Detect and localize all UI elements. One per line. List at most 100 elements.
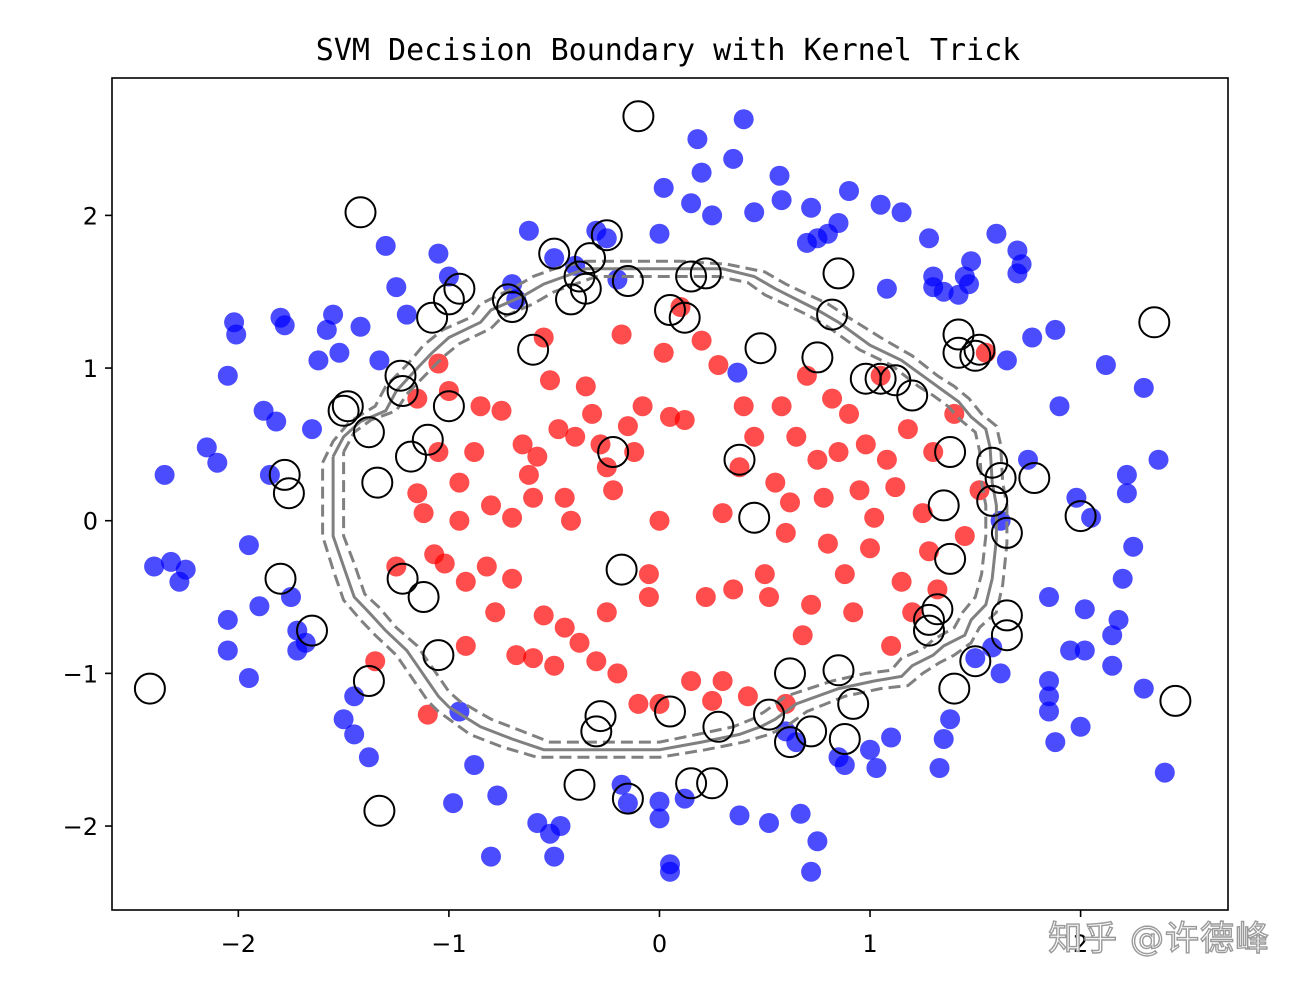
inner-class-point (617, 416, 638, 437)
inner-class-point (491, 400, 512, 421)
outer-class-point (617, 793, 638, 814)
outer-class-point (940, 709, 961, 730)
inner-class-point (712, 503, 733, 524)
support-vector-ring (384, 359, 417, 392)
outer-class-point (1045, 732, 1066, 753)
outer-class-point (344, 724, 365, 745)
inner-class-point (712, 671, 733, 691)
outer-class-point (175, 559, 196, 580)
outer-class-point (828, 213, 849, 233)
inner-class-point (792, 625, 813, 646)
support-vector-ring (942, 336, 975, 369)
inner-class-point (596, 602, 617, 623)
inner-class-point (733, 396, 754, 417)
inner-class-point (801, 594, 822, 615)
support-vector-ring (990, 516, 1023, 549)
support-vector-ring (563, 768, 596, 801)
outer-class-point (481, 846, 501, 867)
x-tick-label: −2 (221, 930, 256, 958)
support-vector-ring (407, 581, 440, 613)
outer-class-point (919, 228, 939, 249)
support-vector-ring (976, 446, 1009, 479)
support-vector-ring (927, 489, 960, 522)
support-vector-ring (386, 375, 419, 407)
outer-class-point (881, 727, 902, 748)
support-vector-ring (837, 687, 870, 720)
support-vector-ring (386, 562, 419, 595)
inner-class-point (843, 602, 864, 623)
inner-class-point (885, 477, 906, 498)
outer-class-point (1148, 449, 1169, 470)
support-vector-ring (590, 219, 623, 252)
outer-class-point (1074, 599, 1095, 620)
outer-class-point (207, 452, 228, 473)
outer-class-point (1154, 762, 1175, 783)
outer-class-point (1102, 655, 1123, 676)
outer-class-point (333, 709, 354, 730)
inner-class-point (548, 419, 569, 440)
inner-class-point (407, 483, 428, 504)
outer-class-point (1039, 701, 1059, 722)
outer-class-point (1039, 686, 1059, 707)
outer-class-point (1081, 507, 1102, 528)
support-vector-ring (416, 301, 449, 334)
inner-class-point (554, 617, 575, 638)
support-vector-ring (654, 695, 686, 728)
inner-class-point (523, 487, 544, 508)
inner-class-point (855, 434, 876, 455)
outer-class-point (550, 816, 571, 836)
outer-class-point (866, 758, 887, 778)
inner-class-point (575, 376, 596, 397)
outer-class-point (759, 813, 779, 833)
support-vector-ring (938, 672, 971, 705)
inner-class-point (860, 538, 880, 559)
support-vector-ring (934, 436, 967, 468)
support-vector-ring (828, 723, 861, 755)
inner-class-point (681, 671, 702, 691)
outer-class-point (217, 365, 238, 386)
inner-class-point (969, 480, 990, 501)
support-vector-ring (990, 619, 1023, 652)
outer-class-point (358, 747, 379, 768)
outer-class-point (226, 324, 247, 345)
outer-class-point (375, 235, 396, 256)
outer-class-point (996, 350, 1017, 371)
support-vector-ring (1138, 306, 1171, 339)
inner-class-point (506, 645, 527, 666)
support-vector-ring (976, 484, 1009, 517)
support-vector-ring (675, 260, 708, 293)
support-vector-ring (822, 257, 855, 290)
inner-class-point (638, 564, 659, 585)
outer-class-point (723, 148, 744, 169)
inner-class-point (754, 564, 775, 585)
support-vector-ring (654, 294, 686, 326)
support-vector-ring (363, 794, 396, 827)
inner-class-point (476, 556, 497, 577)
inner-class-point (771, 396, 792, 417)
support-vector-ring (331, 390, 364, 423)
outer-class-point (396, 304, 417, 325)
x-tick-label: 0 (652, 930, 667, 958)
outer-class-point (727, 362, 748, 383)
outer-class-point (295, 632, 316, 653)
inner-class-point (813, 487, 834, 508)
outer-class-point (986, 223, 1007, 244)
outer-class-point (923, 266, 944, 287)
outer-class-point (350, 316, 371, 337)
inner-class-point (649, 510, 670, 531)
inner-class-point (638, 587, 659, 607)
outer-class-point (790, 803, 811, 824)
inner-class-point (817, 533, 838, 554)
support-vector-ring (696, 767, 729, 800)
outer-class-point (1066, 487, 1087, 508)
support-vector-ring (574, 242, 606, 275)
inner-class-point (822, 388, 843, 409)
inner-class-point (807, 449, 828, 470)
inner-class-point (723, 579, 744, 600)
outer-class-point (801, 861, 822, 882)
inner-class-point (449, 472, 470, 493)
inner-class-point (603, 480, 624, 501)
support-vector-ring (443, 272, 476, 305)
x-tick-label: −1 (431, 930, 466, 958)
support-vector-ring (296, 614, 328, 647)
